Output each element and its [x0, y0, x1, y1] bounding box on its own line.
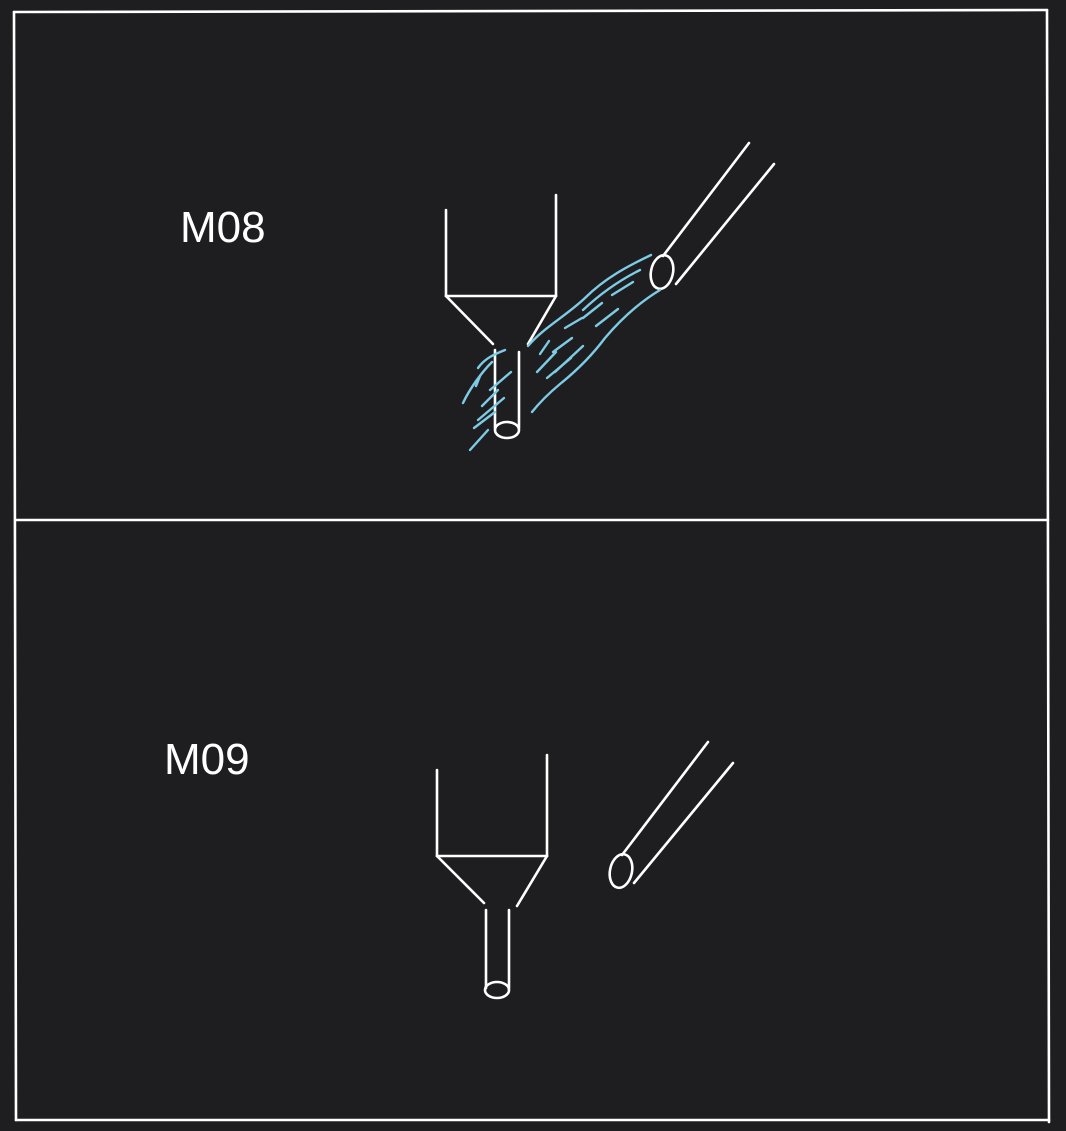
spindle-m08 [444, 193, 558, 346]
spindle-m09 [435, 753, 549, 908]
coolant-spray-m08 [461, 253, 662, 452]
cutting-tool-m08 [493, 348, 521, 440]
code-label-m08: M08 [180, 203, 266, 252]
panel-m09: M09 [164, 735, 735, 1000]
cutting-tool-m09 [483, 908, 511, 1000]
panel-m08: M08 [180, 141, 776, 452]
coolant-nozzle-m09 [608, 740, 735, 890]
coolant-nozzle-m08 [649, 141, 776, 291]
outer-frame [12, 8, 1051, 1124]
code-label-m09: M09 [164, 735, 250, 784]
